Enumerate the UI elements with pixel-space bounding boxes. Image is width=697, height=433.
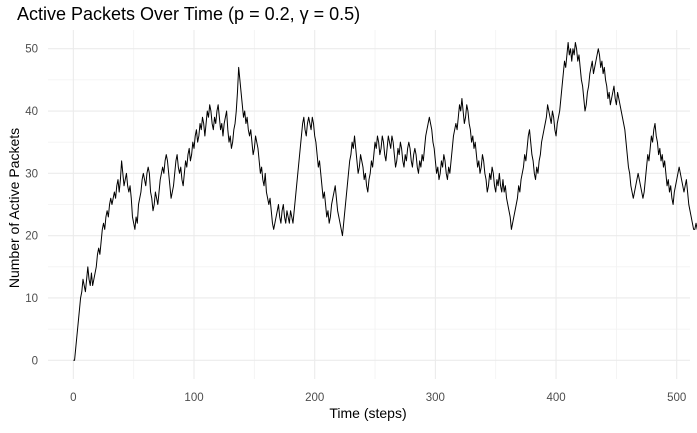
y-tick-label: 40 (25, 106, 38, 118)
y-axis-label: Number of Active Packets (6, 128, 22, 288)
x-tick-label: 500 (667, 392, 686, 404)
y-tick-labels: 0 10 20 30 40 50 (25, 44, 38, 368)
x-tick-labels: 0 100 200 300 400 500 (70, 392, 686, 404)
series-layer (73, 41, 697, 361)
x-tick-label: 400 (546, 392, 565, 404)
chart-title: Active Packets Over Time (p = 0.2, γ = 0… (17, 4, 360, 24)
x-tick-label: 0 (70, 392, 76, 404)
y-tick-label: 50 (25, 44, 38, 56)
x-tick-label: 100 (184, 392, 203, 404)
y-tick-label: 30 (25, 168, 38, 180)
major-gridlines (48, 30, 690, 379)
x-tick-label: 300 (426, 392, 445, 404)
x-tick-label: 200 (305, 392, 324, 404)
series-line (73, 41, 697, 361)
y-tick-label: 10 (25, 293, 38, 305)
x-axis-label: Time (steps) (329, 405, 406, 421)
y-tick-label: 0 (32, 355, 38, 367)
y-tick-label: 20 (25, 231, 38, 243)
minor-gridlines (48, 30, 690, 379)
